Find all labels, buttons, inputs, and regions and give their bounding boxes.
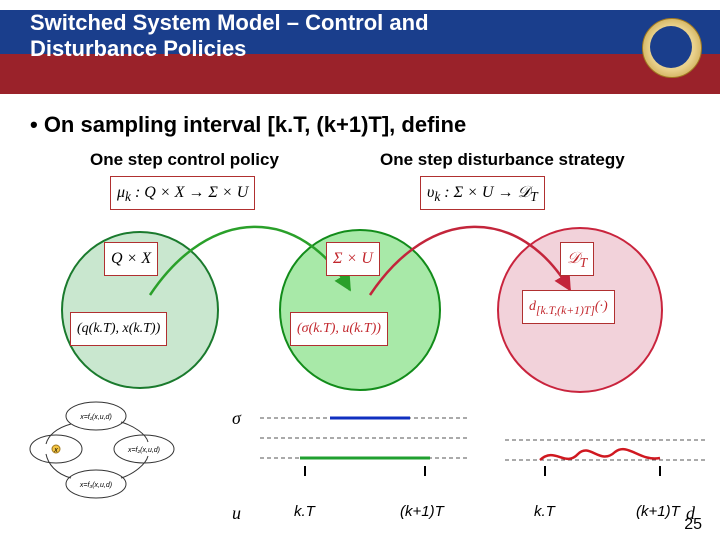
svg-text:x=f₃(x,u,d): x=f₃(x,u,d) — [79, 482, 112, 489]
set-SigmaU: Σ × U — [326, 242, 380, 276]
tick-k1t-1: (k+1)T — [400, 503, 444, 520]
timeline-control: σ u k.T (k+1)T — [250, 408, 480, 488]
point-qx: (q(k.T), x(k.T)) — [70, 312, 167, 346]
page-number: 25 — [684, 516, 702, 534]
label-u: u — [232, 503, 241, 524]
subheading-left: One step control policy — [90, 150, 279, 170]
subheading-right: One step disturbance strategy — [380, 150, 625, 170]
set-QX: Q × X — [104, 242, 158, 276]
equation-upsilon: υk : Σ × U → 𝒟T — [420, 176, 545, 210]
tick-kt-2: k.T — [534, 503, 555, 520]
seal-logo — [642, 18, 700, 76]
tick-k1t-2: (k+1)T — [636, 503, 680, 520]
slide: Switched System Model – Control and Dist… — [0, 0, 720, 540]
bullet-text: • On sampling interval [k.T, (k+1)T], de… — [30, 112, 466, 138]
set-DT: 𝒟T — [560, 242, 594, 276]
svg-text:x=f₂(x,u,d): x=f₂(x,u,d) — [127, 447, 160, 454]
tick-kt-1: k.T — [294, 503, 315, 520]
point-d: d[k.T,(k+1)T](·) — [522, 290, 615, 324]
label-sigma: σ — [232, 408, 241, 429]
svg-text:x: x — [53, 447, 58, 454]
timeline-disturbance: d k.T (k+1)T — [500, 428, 710, 508]
svg-text:x=f₁(x,u,d): x=f₁(x,u,d) — [79, 414, 112, 421]
slide-title: Switched System Model – Control and Dist… — [30, 10, 510, 63]
automaton-sketch: x=f₁(x,u,d) x=f₂(x,u,d) x=f₃(x,u,d) x — [26, 394, 216, 504]
equation-mu: μk : Q × X → Σ × U — [110, 176, 255, 210]
point-sigmau: (σ(k.T), u(k.T)) — [290, 312, 388, 346]
